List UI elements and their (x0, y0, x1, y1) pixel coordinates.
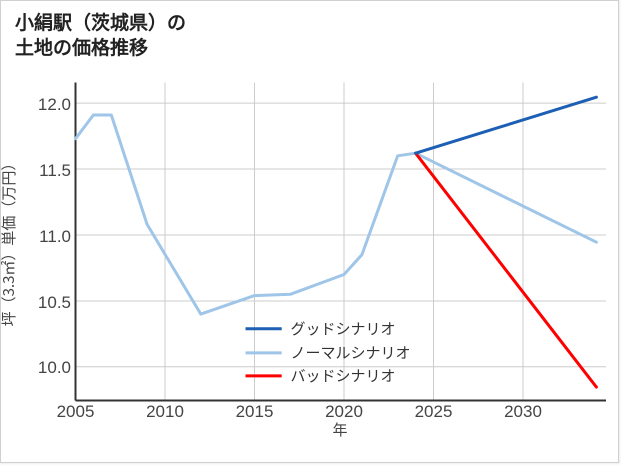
svg-text:10.0: 10.0 (38, 358, 71, 377)
svg-text:2030: 2030 (504, 402, 542, 421)
svg-text:2015: 2015 (236, 402, 274, 421)
svg-text:11.5: 11.5 (39, 161, 71, 180)
svg-text:2005: 2005 (57, 402, 95, 421)
svg-text:年: 年 (332, 419, 347, 440)
svg-text:2010: 2010 (146, 402, 184, 421)
svg-text:11.0: 11.0 (39, 227, 71, 246)
svg-text:10.5: 10.5 (38, 293, 71, 312)
svg-text:ノーマルシナリオ: ノーマルシナリオ (291, 342, 411, 363)
svg-text:グッドシナリオ: グッドシナリオ (291, 318, 396, 339)
svg-text:坪（3.3㎡）単価（万円）: 坪（3.3㎡）単価（万円） (1, 156, 19, 327)
svg-text:2025: 2025 (415, 402, 453, 421)
svg-text:バッドシナリオ: バッドシナリオ (291, 365, 396, 386)
svg-text:12.0: 12.0 (38, 95, 71, 114)
